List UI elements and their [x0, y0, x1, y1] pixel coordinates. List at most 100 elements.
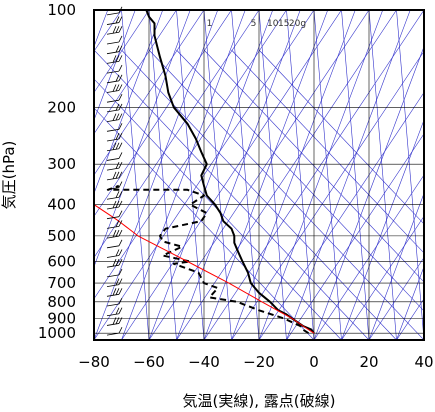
wind-barb-flag	[115, 307, 120, 315]
wind-barb-flag	[115, 142, 120, 150]
y-tick-label: 100	[47, 1, 76, 19]
wind-barb-flag	[115, 26, 120, 33]
wind-barb-flag	[118, 297, 123, 305]
mixing-ratio-line	[94, 10, 164, 195]
wind-barb-staff	[106, 70, 120, 74]
wind-barbs	[106, 6, 123, 336]
wind-barb-flag	[112, 113, 117, 121]
wind-barb-flag	[115, 74, 120, 82]
x-tick-label: −80	[78, 353, 110, 371]
mixing-ratio-line	[94, 10, 191, 268]
y-tick-label: 400	[47, 196, 76, 214]
wind-barb-flag	[118, 94, 123, 101]
temperature-line	[145, 10, 315, 334]
wind-barb-flag	[112, 171, 117, 180]
wind-barb	[106, 249, 123, 258]
y-tick-label: 800	[47, 293, 76, 311]
wind-barb	[106, 307, 123, 317]
wind-barb-staff	[106, 255, 120, 258]
wind-barb	[106, 55, 123, 64]
wind-barb	[106, 229, 123, 239]
adiabat-line	[176, 10, 205, 340]
wind-barb	[106, 142, 123, 152]
mixing-ratio-labels: 1 5 10 15 20g	[207, 19, 306, 29]
wind-barb-staff	[106, 99, 120, 103]
wind-barb	[106, 45, 123, 55]
wind-barb-flag	[112, 317, 117, 325]
wind-barb-flag	[112, 142, 117, 150]
wind-barb-flag	[112, 55, 117, 63]
adiabat-line	[121, 10, 150, 340]
wind-barb-staff	[106, 158, 120, 161]
wind-barb-flag	[118, 220, 123, 227]
wind-barb-flag	[118, 259, 123, 266]
mixing-ratio-label: 5	[251, 19, 257, 29]
isotherm-line	[341, 215, 424, 340]
wind-barb-staff	[106, 225, 120, 229]
wind-barb	[106, 259, 123, 268]
wind-barb-flag	[115, 229, 120, 237]
y-tick-label: 200	[47, 98, 76, 116]
adiabat-line	[258, 10, 287, 340]
wind-barb-flag	[118, 210, 123, 217]
wind-barb-flag	[118, 268, 123, 276]
parcel-line	[94, 204, 315, 334]
isotherm-line	[286, 133, 424, 340]
wind-barb-flag	[118, 171, 123, 179]
mixing-ratio-label: 1	[207, 19, 213, 29]
wind-barb	[106, 268, 123, 278]
isotherm-line	[94, 10, 150, 94]
wind-barb	[106, 94, 123, 103]
mixing-ratio-line	[313, 45, 424, 340]
wind-barb-staff	[106, 167, 120, 171]
mixing-ratio-line	[148, 10, 274, 340]
wind-barb-staff	[106, 138, 120, 142]
y-axis-label: 気圧(hPa)	[0, 141, 18, 210]
wind-barb	[106, 84, 123, 93]
wind-barb-flag	[118, 16, 123, 23]
y-tick-label: 1000	[38, 324, 76, 342]
isotherm-line	[313, 174, 424, 340]
mixing-ratio-line	[258, 10, 384, 340]
wind-barb-staff	[106, 313, 120, 317]
mixing-ratio-line	[286, 10, 411, 340]
wind-barb-flag	[118, 326, 123, 334]
wind-barb-staff	[106, 128, 120, 132]
wind-barb-flag	[112, 26, 117, 34]
wind-barb-flag	[118, 45, 123, 52]
wind-barb-flag	[115, 191, 120, 198]
wind-barb-flag	[118, 191, 123, 198]
wind-barb-staff	[106, 109, 120, 113]
wind-barb	[106, 181, 123, 190]
x-axis-label: 気温(実線), 露点(破線)	[183, 392, 336, 410]
wind-barb-flag	[112, 259, 117, 267]
mixing-ratio-line	[203, 10, 329, 340]
isotherm-line	[423, 339, 424, 340]
y-tick-label: 600	[47, 252, 76, 270]
wind-barb-flag	[118, 307, 123, 314]
wind-barb-flag	[118, 249, 123, 256]
wind-barb-staff	[106, 41, 120, 45]
wind-barb	[106, 220, 123, 229]
wind-barb-staff	[106, 22, 120, 25]
wind-barb-staff	[106, 80, 120, 84]
mixing-ratio-line	[231, 10, 356, 340]
wind-barb-flag	[115, 132, 120, 140]
wind-barb-flag	[112, 200, 117, 209]
wind-barb-staff	[106, 196, 120, 200]
wind-barb	[106, 326, 123, 336]
adiabat-line	[148, 10, 177, 340]
mixing-ratio-line	[176, 10, 301, 340]
mixing-ratio-line	[94, 10, 219, 340]
wind-barb-staff	[106, 284, 120, 288]
plot-frame	[93, 9, 425, 341]
y-tick-label: 300	[47, 155, 76, 173]
dry-adiabat-line	[258, 49, 424, 225]
adiabat-line	[396, 10, 424, 340]
wind-barb-flag	[118, 132, 123, 140]
wind-barb-staff	[106, 332, 120, 336]
x-tick-label: −20	[243, 353, 275, 371]
adiabat-line	[341, 10, 370, 340]
wind-barb	[106, 16, 123, 25]
